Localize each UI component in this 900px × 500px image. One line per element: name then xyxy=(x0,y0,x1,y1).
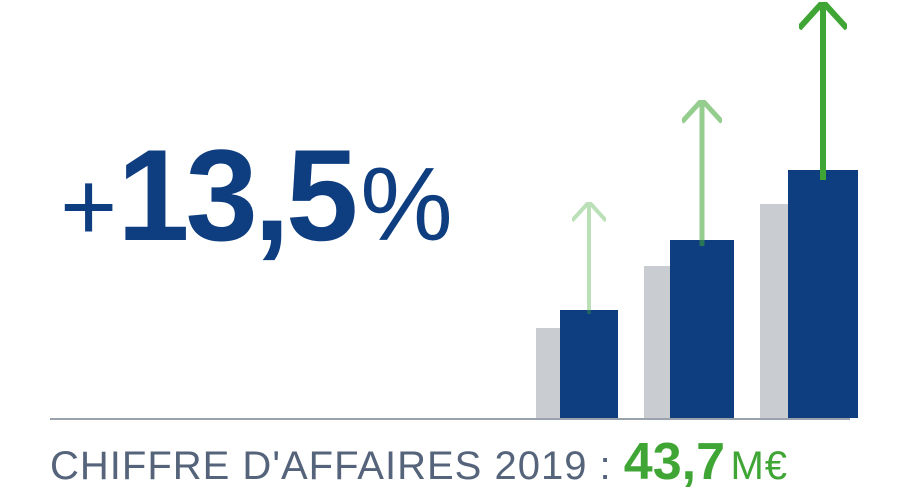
bar-group-1 xyxy=(560,0,618,418)
headline: +13,5% xyxy=(60,130,453,260)
up-arrow-icon xyxy=(572,202,606,314)
up-arrow-icon xyxy=(799,2,847,180)
bar xyxy=(670,240,734,418)
caption-label: CHIFFRE D'AFFAIRES 2019 : xyxy=(50,444,624,488)
headline-plus: + xyxy=(60,157,117,255)
bar-group-2 xyxy=(670,0,734,418)
up-arrow-icon xyxy=(682,100,722,246)
infographic-canvas: +13,5% CHIFFRE D'AFFAIRES 2019 : 43,7 M€ xyxy=(0,0,900,500)
baseline-rule xyxy=(50,418,850,420)
bar xyxy=(788,170,858,418)
caption-amount: 43,7 xyxy=(624,433,725,491)
bar-group-3 xyxy=(788,0,858,418)
headline-value: 13,5 xyxy=(117,130,354,260)
bar xyxy=(560,310,618,418)
caption: CHIFFRE D'AFFAIRES 2019 : 43,7 M€ xyxy=(50,432,850,492)
bar-chart xyxy=(560,0,860,418)
caption-unit: M€ xyxy=(730,444,788,488)
headline-percent: % xyxy=(360,153,452,257)
